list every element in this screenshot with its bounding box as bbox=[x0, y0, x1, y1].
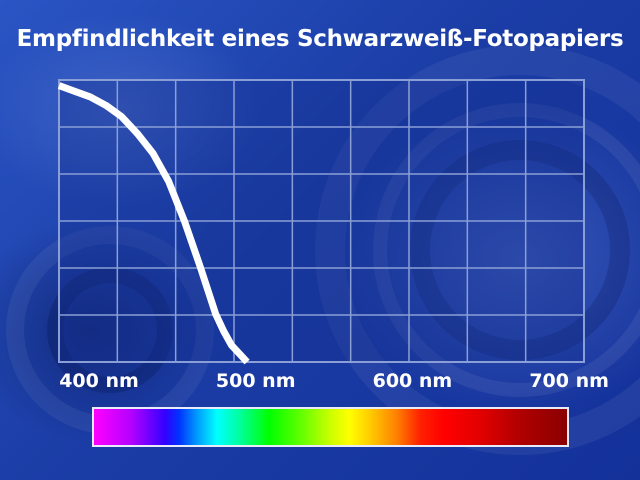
chart-title: Empfindlichkeit eines Schwarzweiß-Fotopa… bbox=[16, 26, 624, 52]
x-tick-label: 400 nm bbox=[59, 370, 139, 392]
x-tick-label: 700 nm bbox=[529, 370, 609, 392]
x-tick-label: 500 nm bbox=[215, 370, 296, 392]
visible-spectrum-bar bbox=[92, 407, 569, 447]
x-tick-label: 600 nm bbox=[372, 370, 453, 392]
chart-series-layer bbox=[57, 82, 250, 365]
chart-grid bbox=[58, 79, 585, 363]
